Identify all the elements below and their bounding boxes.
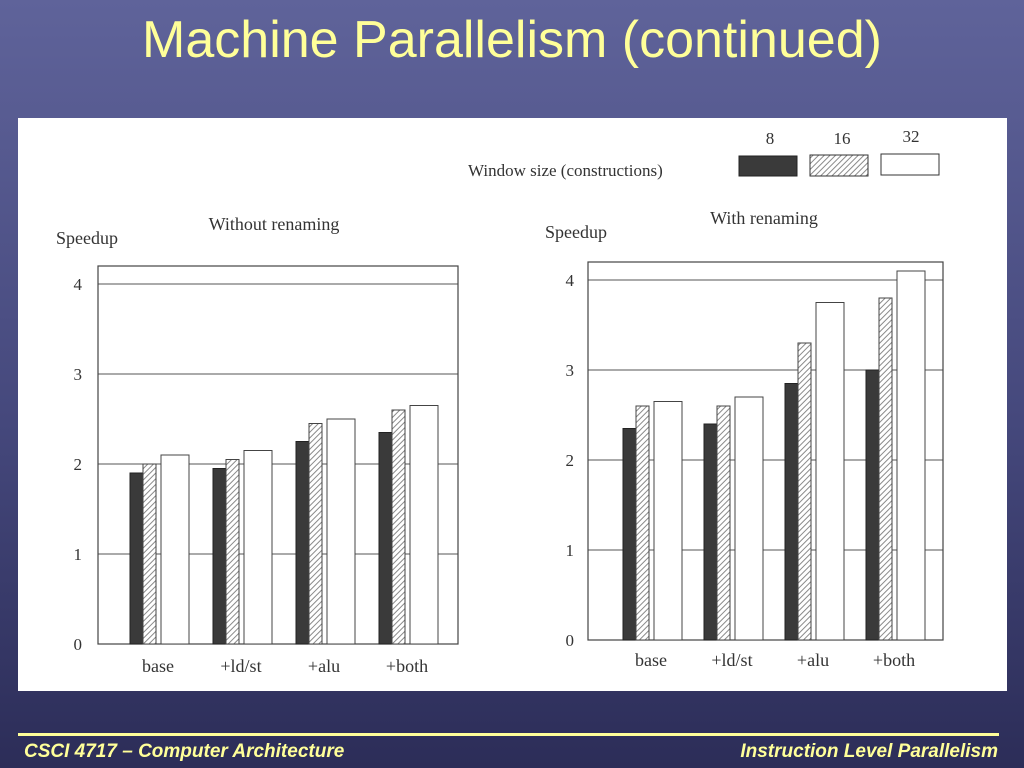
category-label-without-renaming-0: base [142,656,174,676]
legend-swatch-8 [738,155,798,177]
bar-without-renaming-both-32 [409,405,439,645]
bar-with-renaming-both-32 [896,270,926,641]
category-label-without-renaming-2: +alu [308,656,340,676]
ytick-without-renaming-1: 1 [74,545,83,564]
plot-frame-without-renaming [97,265,459,645]
ytick-with-renaming-4: 4 [566,271,575,290]
ylabel-with-renaming: Speedup [545,222,607,242]
bars-without-renaming [129,405,439,645]
bar-with-renaming-both-8 [865,369,880,641]
yticks-without-renaming: 0 1 2 3 4 [74,275,83,654]
bar-with-renaming-base-32 [653,401,683,641]
legend-swatch-32 [880,153,940,176]
bar-with-renaming-ldst-16 [716,405,731,641]
ytick-with-renaming-0: 0 [566,631,575,650]
bar-without-renaming-base-16 [142,463,157,645]
chart-without-renaming: Without renaming Speedup 0 1 2 3 4 base +ld/s… [56,214,459,676]
bar-with-renaming-both-16 [878,297,893,641]
bar-with-renaming-alu-16 [797,342,812,641]
chart-title-without-renaming: Without renaming [209,214,340,234]
legend-title: Window size (constructions) [468,161,663,180]
bar-with-renaming-alu-32 [815,302,845,641]
yticks-with-renaming: 0 1 2 3 4 [566,271,575,650]
bar-with-renaming-ldst-32 [734,396,764,641]
category-label-without-renaming-3: +both [386,656,428,676]
chart-title-with-renaming: With renaming [710,208,818,228]
category-label-with-renaming-3: +both [873,650,915,670]
bar-without-renaming-ldst-16 [225,459,240,645]
category-label-with-renaming-1: +ld/st [711,650,752,670]
categories-with-renaming: base +ld/st +alu +both [635,650,915,670]
categories-without-renaming: base +ld/st +alu +both [142,656,428,676]
bar-without-renaming-ldst-32 [243,450,273,645]
bar-without-renaming-both-8 [378,432,393,645]
ytick-without-renaming-0: 0 [74,635,83,654]
bar-without-renaming-base-32 [160,454,190,645]
legend-label-32: 32 [903,127,920,146]
chart-svg: Window size (constructions) 8 16 32 With… [56,127,944,676]
category-label-with-renaming-0: base [635,650,667,670]
footer-course: CSCI 4717 – Computer Architecture [24,741,345,762]
ytick-without-renaming-2: 2 [74,455,83,474]
bar-without-renaming-alu-8 [295,441,310,645]
bar-without-renaming-alu-16 [308,423,323,645]
category-label-without-renaming-1: +ld/st [220,656,261,676]
legend-label-8: 8 [766,129,775,148]
category-label-with-renaming-2: +alu [797,650,829,670]
footer-rule [18,733,999,736]
chart-with-renaming: With renaming Speedup 0 1 2 3 4 base +ld/st +a… [545,208,944,670]
chart-figure: Window size (constructions) 8 16 32 With… [18,118,1007,691]
bar-without-renaming-ldst-8 [212,468,227,645]
bar-with-renaming-alu-8 [784,383,799,641]
legend-label-16: 16 [834,129,851,148]
legend-swatch-16 [809,154,869,177]
ytick-with-renaming-3: 3 [566,361,575,380]
footer-topic: Instruction Level Parallelism [740,741,998,762]
legend: Window size (constructions) 8 16 32 [468,127,940,180]
ytick-without-renaming-3: 3 [74,365,83,384]
bar-with-renaming-ldst-8 [703,423,718,641]
ylabel-without-renaming: Speedup [56,228,118,248]
slide-title: Machine Parallelism (continued) [142,11,882,69]
bar-without-renaming-both-16 [391,409,406,645]
ytick-with-renaming-2: 2 [566,451,575,470]
plot-frame-with-renaming [587,261,944,641]
ytick-with-renaming-1: 1 [566,541,575,560]
bar-with-renaming-base-8 [622,428,637,641]
bar-without-renaming-alu-32 [326,418,356,645]
bars-with-renaming [622,270,926,641]
bar-without-renaming-base-8 [129,472,144,645]
ytick-without-renaming-4: 4 [74,275,83,294]
bar-with-renaming-base-16 [635,405,650,641]
